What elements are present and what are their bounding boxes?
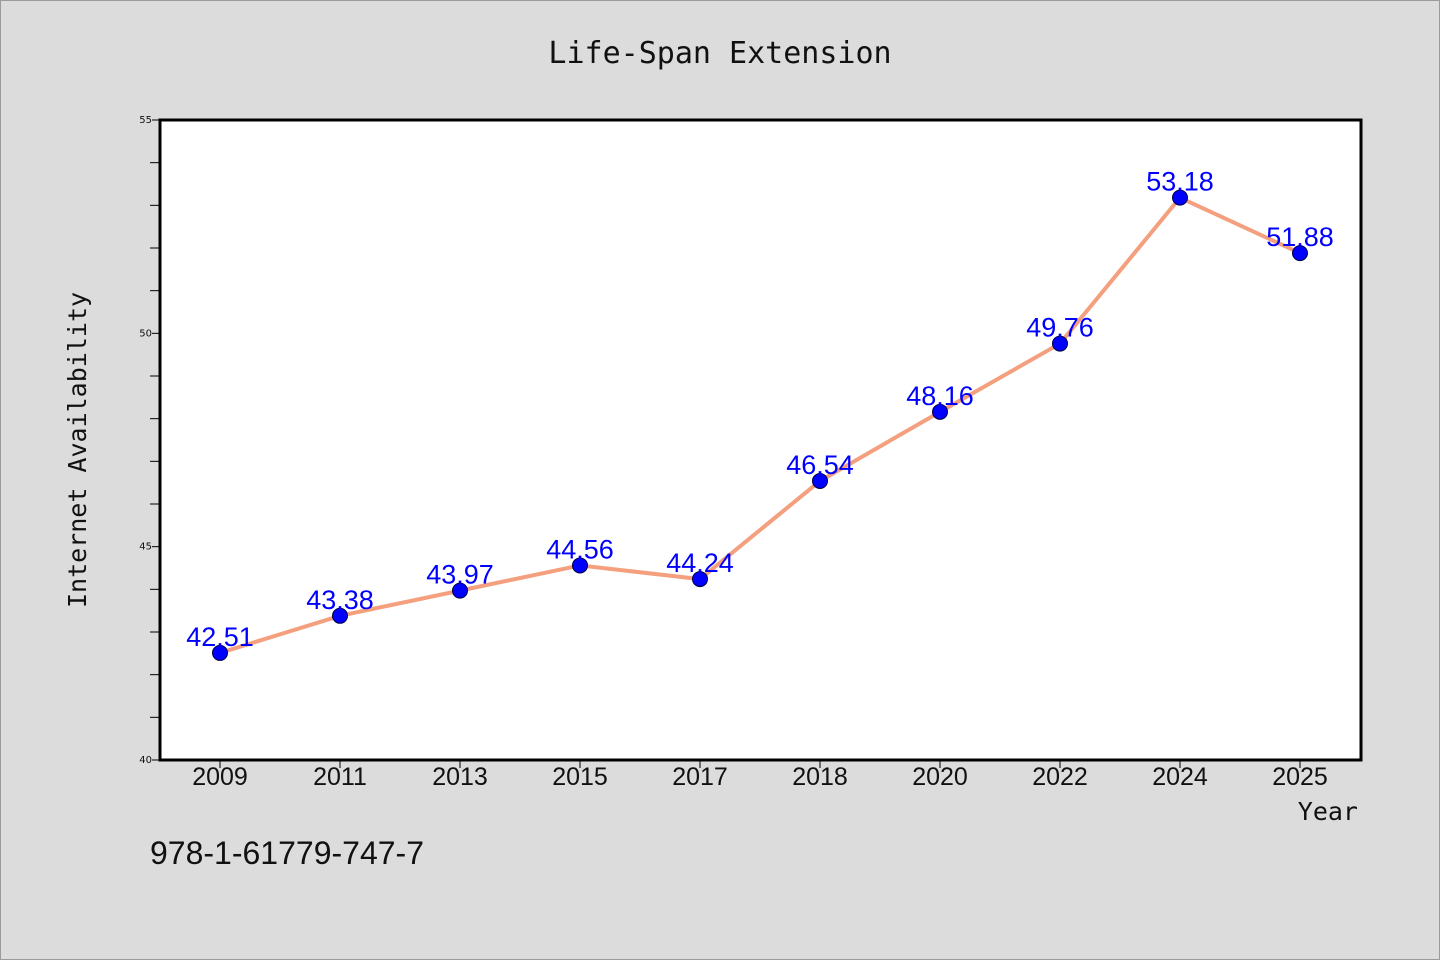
- series-line: [218, 195, 1302, 655]
- y-axis-label: Internet Availability: [63, 292, 92, 608]
- x-tick-label: 2013: [432, 763, 488, 791]
- data-point: [692, 571, 708, 588]
- y-tick-label: 50: [139, 328, 152, 339]
- series-layer: 42.51 43.38 43.97 44.56 44.24 46.54 48.16 49.76…: [186, 167, 1334, 661]
- y-axis: 40 45 50 55: [139, 115, 160, 766]
- data-point: [932, 403, 948, 420]
- data-label: 42.51: [186, 622, 254, 652]
- footer-code: 978-1-61779-747-7: [150, 835, 424, 871]
- x-tick-label: 2018: [792, 763, 848, 791]
- data-label: 43.38: [306, 585, 374, 615]
- data-label: 51.88: [1266, 222, 1334, 252]
- chart-title: Life-Span Extension: [548, 36, 891, 71]
- data-label: 49.76: [1026, 313, 1094, 343]
- x-tick-label: 2022: [1032, 763, 1088, 791]
- x-axis: 2009 2011 2013 2015 2017 2018 2020 2022 2024 2025: [192, 760, 1328, 791]
- x-tick-label: 2024: [1152, 763, 1208, 791]
- plot-area: [158, 118, 1363, 762]
- data-point: [1292, 245, 1308, 262]
- data-point: [452, 582, 468, 599]
- y-tick-label: 55: [139, 115, 152, 126]
- x-tick-label: 2017: [672, 763, 728, 791]
- data-label: 43.97: [426, 560, 494, 590]
- x-tick-label: 2020: [912, 763, 968, 791]
- x-tick-label: 2015: [552, 763, 608, 791]
- data-label: 46.54: [786, 450, 854, 480]
- data-point: [332, 607, 348, 624]
- y-tick-label: 45: [139, 542, 152, 553]
- data-point: [212, 644, 228, 661]
- data-point: [1172, 189, 1188, 206]
- data-point: [572, 557, 588, 574]
- y-tick-label: 40: [139, 755, 152, 766]
- data-label: 44.24: [666, 548, 734, 578]
- x-tick-label: 2011: [313, 763, 367, 791]
- x-tick-label: 2009: [192, 763, 248, 791]
- x-axis-label: Year: [1298, 797, 1358, 826]
- x-tick-label: 2025: [1272, 763, 1328, 791]
- data-label: 53.18: [1146, 167, 1214, 197]
- data-label: 48.16: [906, 381, 974, 411]
- data-point: [1052, 335, 1068, 352]
- data-point: [812, 472, 828, 489]
- data-label: 44.56: [546, 534, 614, 564]
